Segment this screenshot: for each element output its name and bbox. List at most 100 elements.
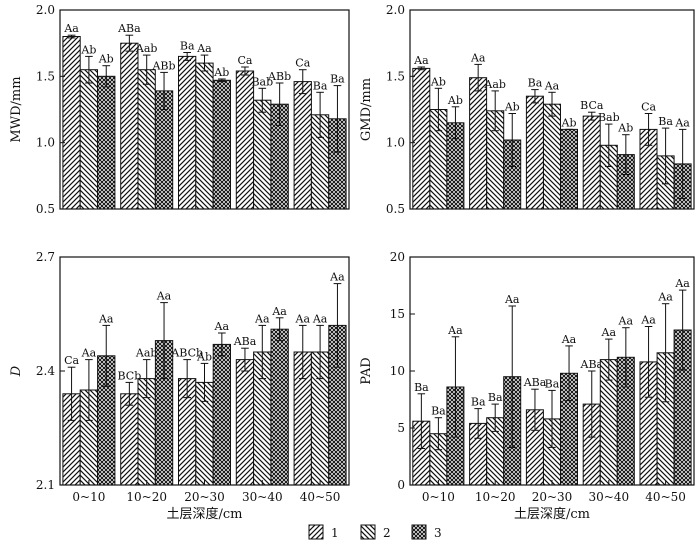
significance-label-s2-c5: Aa <box>312 312 328 325</box>
error-bar-s1-c1 <box>67 34 76 39</box>
significance-label-s3-c2: Ab <box>504 101 520 114</box>
error-bar-s1-c2 <box>125 34 134 52</box>
significance-label-s1-c1: Aa <box>63 22 79 35</box>
x-tick-label-4: 30~40 <box>589 490 630 504</box>
significance-label-s2-c2: Aab <box>135 42 158 55</box>
error-bar-s1-c5 <box>644 113 653 146</box>
error-bar-s2-c4 <box>605 123 613 167</box>
error-bar-s3-c3 <box>565 345 573 402</box>
significance-label-s2-c4: Bab <box>251 75 273 88</box>
error-bar-s2-c4 <box>258 324 267 380</box>
significance-label-s3-c1: Aa <box>98 312 114 325</box>
error-bar-s3-c2 <box>508 305 516 448</box>
y-tick-label-1: 0 <box>397 478 405 492</box>
significance-label-s1-c1: Ba <box>414 381 429 394</box>
error-bar-s3-c1 <box>451 336 460 438</box>
significance-label-s1-c5: Aa <box>640 314 656 327</box>
significance-label-s2-c1: Ab <box>430 75 446 88</box>
legend-label-3: 3 <box>434 526 442 540</box>
x-tick-label-5: 40~50 <box>300 490 341 504</box>
bar-s1-c1 <box>412 67 431 210</box>
error-bar-s2-c1 <box>434 417 443 451</box>
x-tick-label-1: 0~10 <box>72 490 105 504</box>
error-bar-s1-c2 <box>474 408 482 439</box>
error-bar-s2-c2 <box>142 54 151 85</box>
bar-s1-c2 <box>120 42 139 210</box>
error-bar-s3-c3 <box>218 332 226 357</box>
significance-label-s3-c1: Ab <box>447 94 463 107</box>
error-bar-s3-c2 <box>160 71 168 110</box>
bar-s3-c3 <box>560 128 578 210</box>
significance-label-s1-c1: Aa <box>413 54 429 67</box>
error-bar-s1-c2 <box>125 381 134 406</box>
significance-label-s3-c4: Aa <box>271 305 287 318</box>
bar-s2-c2 <box>137 69 156 210</box>
y-tick-label-5: 20 <box>390 250 405 264</box>
error-bar-s1-c5 <box>298 69 307 95</box>
bar-s1-c2 <box>469 77 488 210</box>
significance-label-s2-c4: Aa <box>601 326 617 339</box>
error-bar-s1-c4 <box>241 66 249 76</box>
plot-frame <box>409 9 695 210</box>
error-bar-s2-c2 <box>491 403 499 432</box>
error-bar-s1-c4 <box>588 111 596 121</box>
significance-label-s3-c5: Aa <box>329 271 345 284</box>
significance-label-s1-c4: ABa <box>580 358 604 371</box>
significance-label-s2-c3: Ba <box>545 377 560 390</box>
error-bar-s1-c3 <box>183 52 191 61</box>
significance-label-s1-c5: Aa <box>295 312 311 325</box>
bar-s1-c5 <box>293 81 312 210</box>
error-bar-s2-c5 <box>316 91 324 138</box>
y-tick-label-4: 15 <box>390 307 405 321</box>
significance-label-s1-c3: Ba <box>180 40 195 53</box>
significance-label-s2-c4: Aa <box>254 312 270 325</box>
significance-label-s2-c4: Bab <box>598 111 620 124</box>
significance-label-s3-c4: Aa <box>618 315 634 328</box>
y-axis-label: MWD/mm <box>9 76 24 142</box>
bar-s1-c3 <box>178 55 197 210</box>
significance-label-s3-c4: ABb <box>267 70 291 83</box>
error-bar-s2-c1 <box>85 359 93 421</box>
error-bar-s1-c4 <box>588 370 596 438</box>
error-bar-s3-c2 <box>160 302 168 380</box>
error-bar-s2-c2 <box>142 359 151 399</box>
bar-s3-c3 <box>212 343 231 486</box>
significance-label-s3-c5: Ba <box>330 73 345 86</box>
error-bar-s1-c1 <box>67 366 76 421</box>
significance-label-s2-c3: Aa <box>544 79 560 92</box>
y-tick-label-2: 1.0 <box>36 136 55 150</box>
y-tick-label-3: 1.5 <box>36 69 55 83</box>
bar-s3-c4 <box>270 328 289 486</box>
significance-label-s2-c2: Aab <box>135 347 158 360</box>
significance-label-s3-c2: Aa <box>156 290 172 303</box>
bar-s1-c4 <box>582 115 601 210</box>
error-bar-s3-c5 <box>333 283 342 368</box>
significance-label-s1-c3: ABCb <box>170 347 203 360</box>
error-bar-s2-c3 <box>548 389 556 448</box>
legend-label-1: 1 <box>331 526 339 540</box>
legend-swatch-1 <box>308 524 324 540</box>
bar-s1-c1 <box>62 36 81 210</box>
bar-s3-c1 <box>97 75 116 210</box>
error-bar-s3-c3 <box>218 78 226 83</box>
significance-label-s2-c5: Ba <box>313 79 328 92</box>
y-tick-label-1: 0.5 <box>36 202 55 216</box>
significance-label-s3-c2: Aa <box>504 293 520 306</box>
significance-label-s2-c3: Aa <box>196 42 212 55</box>
bar-s1-c4 <box>235 359 255 486</box>
error-bar-s3-c1 <box>102 65 111 88</box>
y-axis-label: PAD <box>359 357 374 384</box>
significance-label-s1-c2: Ba <box>471 396 486 409</box>
bar-s3-c3 <box>212 79 231 210</box>
significance-label-s3-c2: ABb <box>151 59 175 72</box>
error-bar-s3-c4 <box>622 327 630 388</box>
x-axis-label: 土层深度/cm <box>514 506 590 522</box>
x-tick-label-3: 20~30 <box>184 490 225 504</box>
significance-label-s2-c5: Aa <box>657 291 673 304</box>
legend-label-2: 2 <box>383 526 391 540</box>
